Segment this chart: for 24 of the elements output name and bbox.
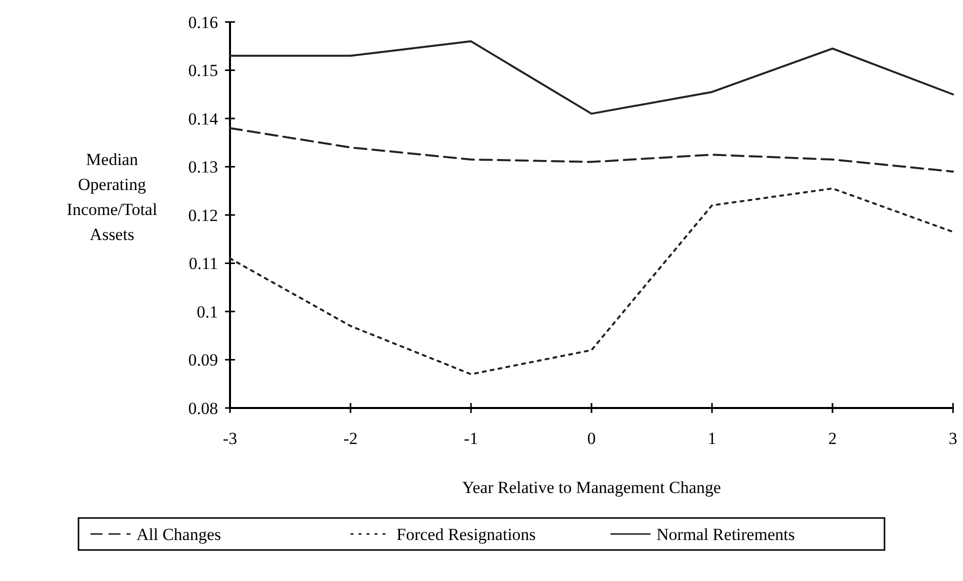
legend-label: Forced Resignations — [396, 524, 536, 544]
x-tick-label: 2 — [828, 429, 837, 448]
y-tick-label: 0.16 — [188, 12, 218, 32]
line-series — [229, 40, 954, 115]
line-series — [229, 127, 954, 173]
y-tick-label: 0.14 — [188, 109, 218, 128]
x-axis-title: Year Relative to Management Change — [462, 478, 721, 497]
x-tick-label: -1 — [464, 429, 478, 448]
x-tick-label: -3 — [222, 429, 238, 448]
y-tick-label: 0.1 — [196, 302, 218, 322]
x-tick-label: 0 — [587, 429, 596, 448]
y-tick-label: 0.12 — [188, 206, 218, 225]
y-tick-label: 0.08 — [188, 398, 218, 418]
y-tick-label: 0.15 — [188, 61, 218, 80]
legend-label: All Changes — [136, 524, 222, 544]
y-tick-label: 0.09 — [188, 350, 218, 370]
line-series — [229, 187, 954, 376]
x-tick-label: -2 — [343, 429, 358, 448]
y-tick-label: 0.13 — [188, 158, 218, 177]
x-tick-label: 1 — [708, 429, 716, 448]
legend-label: Normal Retirements — [656, 524, 795, 544]
x-tick-label: 3 — [948, 429, 958, 448]
y-axis-title: Median Operating Income/Total Assets — [66, 150, 158, 244]
y-tick-label: 0.11 — [188, 254, 218, 274]
